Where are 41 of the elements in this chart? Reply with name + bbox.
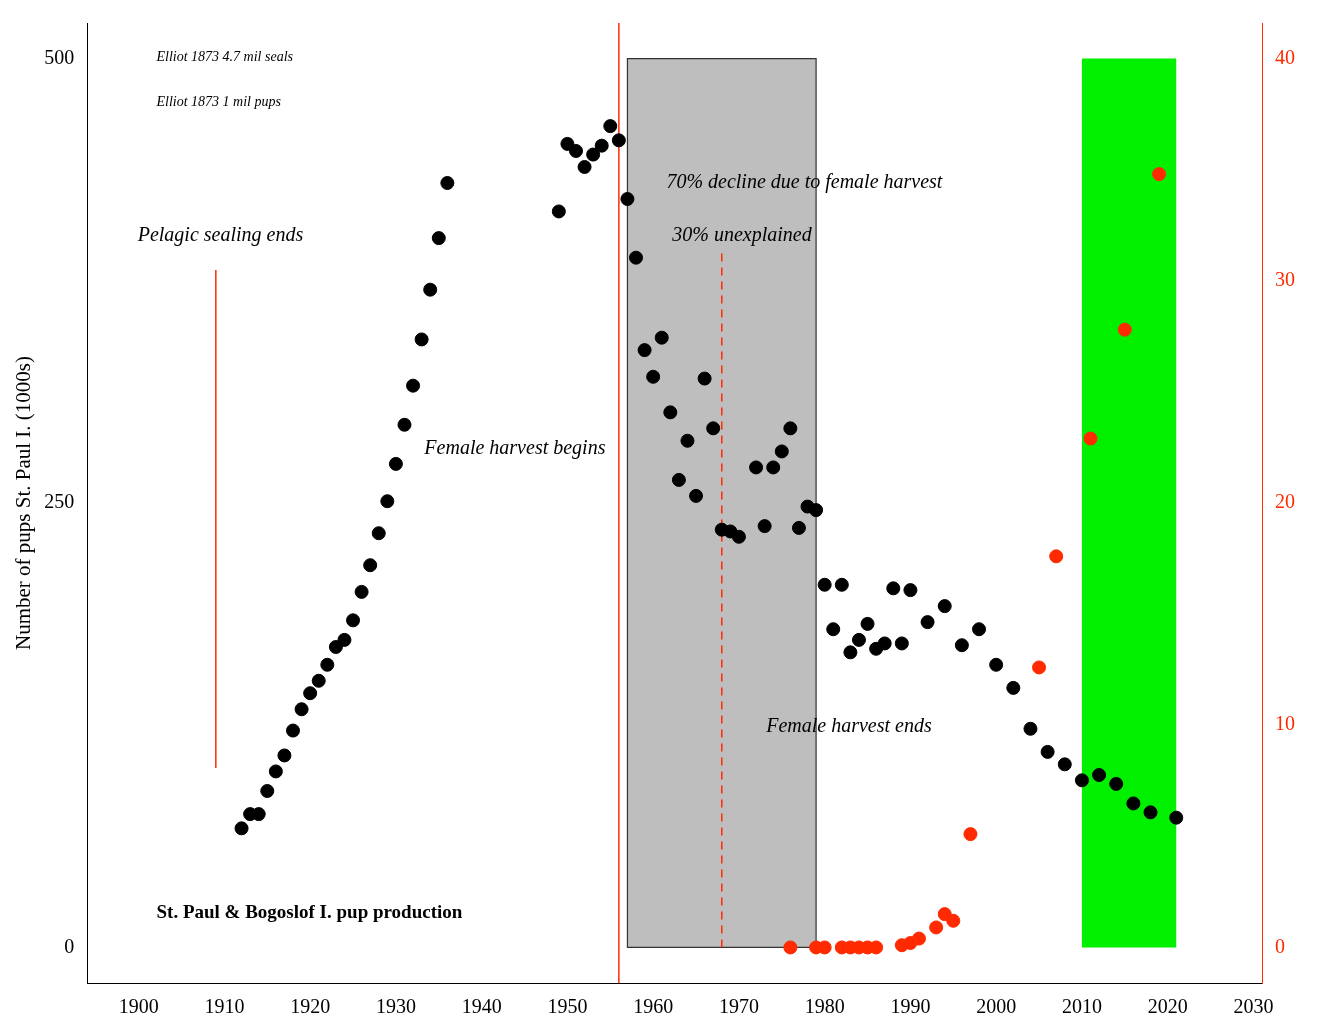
point	[1152, 167, 1167, 182]
annotation: St. Paul & Bogoslof I. pup production	[156, 900, 463, 922]
x-tick-label: 1940	[461, 995, 502, 1018]
point	[963, 827, 978, 842]
y2-tick-label: 30	[1275, 268, 1295, 291]
y-tick-label: 250	[44, 490, 75, 513]
x-tick-label: 1930	[375, 995, 416, 1018]
x-tick-label: 1900	[118, 995, 159, 1018]
x-tick-label: 1960	[633, 995, 674, 1018]
point	[1049, 549, 1064, 564]
y-tick-label: 0	[64, 934, 75, 957]
x-tick-label: 1970	[718, 995, 759, 1018]
y-axis-title: Number of pups St. Paul I. (1000s)	[11, 356, 36, 650]
annotation: Elliot 1873 1 mil pups	[155, 94, 282, 110]
annotation: 30% unexplained	[671, 223, 813, 247]
x-tick-label: 1920	[290, 995, 331, 1018]
x-tick-label: 1950	[547, 995, 588, 1018]
annotation: Female harvest begins	[423, 436, 606, 460]
x-tick-label: 2020	[1147, 995, 1188, 1018]
y2-tick-label: 10	[1275, 712, 1295, 735]
annotation: Female harvest ends	[765, 713, 932, 736]
x-tick-label: 1980	[804, 995, 845, 1018]
point	[929, 920, 944, 935]
x-tick-label: 2000	[976, 995, 1017, 1018]
point	[946, 913, 961, 928]
annotation: Pelagic sealing ends	[136, 223, 304, 247]
point	[1083, 431, 1098, 446]
x-tick-label: 2030	[1233, 995, 1274, 1018]
point	[911, 931, 926, 946]
y2-tick-label: 20	[1275, 490, 1295, 513]
x-tick-label: 2010	[1061, 995, 1102, 1018]
annotation: 70% decline due to female harvest	[666, 169, 943, 193]
point	[783, 940, 798, 955]
point	[1117, 322, 1132, 337]
x-tick-label: 1990	[890, 995, 931, 1018]
point	[1032, 660, 1047, 675]
y2-tick-label: 40	[1275, 45, 1295, 68]
x-tick-label: 1910	[204, 995, 245, 1018]
y-tick-label: 500	[44, 45, 75, 68]
annotation: Elliot 1873 4.7 mil seals	[155, 49, 294, 65]
y2-tick-label: 0	[1275, 934, 1285, 957]
